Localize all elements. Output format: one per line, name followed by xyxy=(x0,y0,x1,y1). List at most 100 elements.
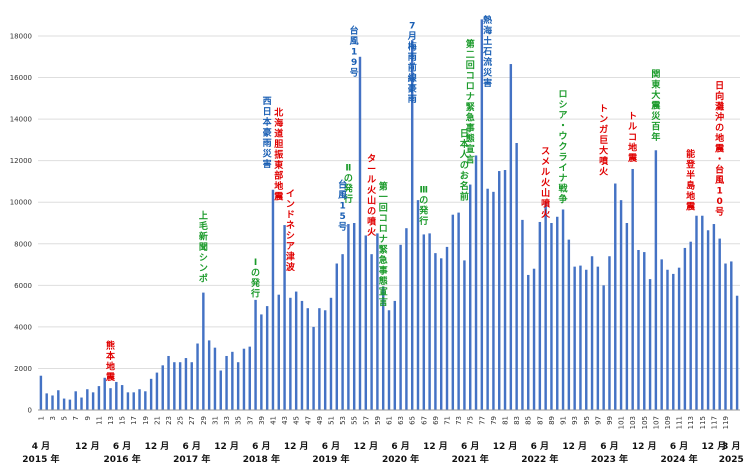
bar xyxy=(416,200,420,410)
bar xyxy=(277,294,280,410)
period-month-label: 12 月 xyxy=(632,441,657,452)
bar xyxy=(225,355,228,410)
bar xyxy=(103,377,106,410)
bar xyxy=(381,286,385,410)
bar xyxy=(161,365,164,410)
bar xyxy=(329,297,333,410)
bar xyxy=(126,392,130,410)
bar xyxy=(132,392,135,410)
event-annotation: トルコ地震 xyxy=(627,111,638,164)
event-annotation: 北海道胆振東部地震 xyxy=(273,107,284,203)
x-tick-label: 59 xyxy=(374,416,382,425)
bar xyxy=(712,224,716,410)
y-tick-label: 4000 xyxy=(14,323,32,331)
bar xyxy=(619,200,623,410)
period-month-label: 6 月 xyxy=(600,441,618,452)
x-tick-label: 23 xyxy=(165,416,173,425)
bar xyxy=(718,238,721,410)
bar xyxy=(393,300,397,410)
period-year-label: 2018 年 xyxy=(243,453,280,465)
event-annotation: 上毛新聞シンポ xyxy=(199,209,208,284)
x-tick-label: 57 xyxy=(362,416,370,425)
x-tick-label: 91 xyxy=(560,416,568,425)
x-tick-label: 9 xyxy=(84,416,92,420)
bar xyxy=(434,253,437,410)
bar xyxy=(428,233,431,410)
bar xyxy=(695,215,698,410)
bar xyxy=(573,266,576,410)
bar xyxy=(445,246,449,410)
x-tick-label: 71 xyxy=(444,416,452,425)
bar xyxy=(648,279,652,410)
bar xyxy=(254,299,257,410)
x-tick-label: 81 xyxy=(502,416,510,425)
x-tick-label: 53 xyxy=(339,416,347,425)
event-annotation: Ⅰ の発行 xyxy=(250,258,261,300)
y-tick-label: 2000 xyxy=(14,365,32,373)
bar xyxy=(236,362,240,410)
x-tick-label: 41 xyxy=(269,416,277,425)
y-tick-label: 18000 xyxy=(10,33,32,41)
bar xyxy=(451,214,455,410)
bar xyxy=(596,266,600,410)
bar xyxy=(138,389,141,410)
x-tick-label: 99 xyxy=(606,416,614,425)
bar xyxy=(57,390,60,410)
bar xyxy=(683,247,687,410)
bar xyxy=(306,308,309,410)
x-tick-label: 65 xyxy=(409,416,417,425)
x-tick-label: 3 xyxy=(49,416,57,420)
bar xyxy=(219,370,222,410)
bar xyxy=(614,183,617,410)
event-annotation: 台風 1 5 号 xyxy=(338,178,347,232)
period-month-label: 3 月 xyxy=(722,441,740,452)
bar xyxy=(631,168,634,410)
bar xyxy=(173,362,176,410)
period-month-label: 6 月 xyxy=(461,441,479,452)
x-tick-label: 7 xyxy=(72,416,80,420)
x-tick-label: 61 xyxy=(386,416,394,425)
period-month-label: 12 月 xyxy=(353,441,378,452)
period-year-label: 2022 年 xyxy=(521,453,558,465)
bar xyxy=(91,392,95,410)
x-tick-label: 119 xyxy=(722,416,730,429)
period-year-label: 2015 年 xyxy=(22,453,59,465)
x-tick-label: 101 xyxy=(618,416,626,429)
x-tick-label: 27 xyxy=(188,416,196,425)
bar xyxy=(579,265,582,410)
bar xyxy=(532,268,536,410)
x-axis-tick-labels: 1 3 5 7 9 11 13 15 17 19 21 23 25 27 29 31 33 35 37 39 41 43 4… xyxy=(37,416,730,429)
bar xyxy=(248,346,251,410)
period-month-label: 6 月 xyxy=(531,441,549,452)
x-tick-label: 29 xyxy=(200,416,208,425)
bar xyxy=(666,269,669,410)
y-tick-label: 10000 xyxy=(10,199,32,207)
bar xyxy=(190,362,193,410)
period-month-label: 12 月 xyxy=(493,441,518,452)
x-tick-label: 93 xyxy=(571,416,579,425)
event-annotation: タール火山の噴火 xyxy=(367,152,377,238)
bar xyxy=(405,228,408,410)
y-tick-label: 8000 xyxy=(14,240,32,248)
bar xyxy=(387,310,391,410)
period-month-label: 12 月 xyxy=(562,441,587,452)
bar xyxy=(480,19,484,410)
x-tick-label: 115 xyxy=(699,416,707,429)
x-tick-label: 113 xyxy=(687,416,695,429)
bar xyxy=(689,241,692,410)
bar xyxy=(544,202,547,410)
bar xyxy=(672,273,675,410)
x-tick-label: 19 xyxy=(142,416,150,425)
bar xyxy=(701,215,704,410)
x-tick-label: 95 xyxy=(583,416,591,425)
x-tick-label: 47 xyxy=(304,416,312,425)
bar xyxy=(39,375,43,410)
event-annotation: Ⅲ の発行 xyxy=(418,186,429,228)
bar xyxy=(335,263,339,410)
x-tick-label: 87 xyxy=(536,416,544,425)
bar xyxy=(608,256,611,410)
x-tick-label: 35 xyxy=(235,416,243,425)
x-tick-label: 13 xyxy=(107,416,115,425)
x-tick-label: 79 xyxy=(490,416,498,425)
bar xyxy=(486,188,489,410)
